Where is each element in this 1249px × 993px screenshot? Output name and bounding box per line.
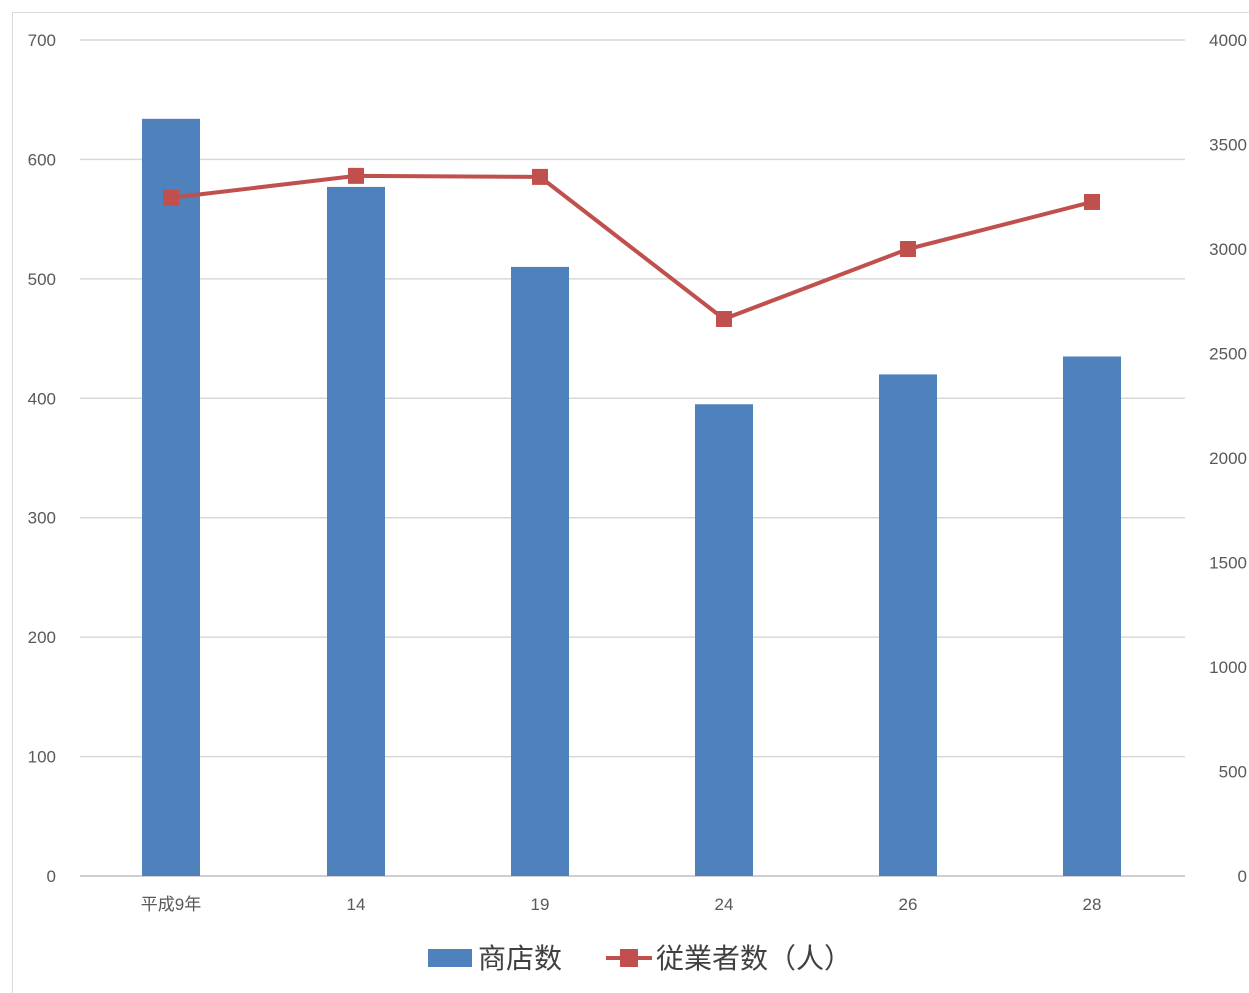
- right-tick-label: 1500: [1209, 554, 1247, 573]
- right-tick-label: 2500: [1209, 345, 1247, 364]
- x-tick-label: 24: [715, 895, 734, 914]
- legend-bar-label: 商店数: [478, 942, 562, 975]
- line-point-marker: [900, 241, 916, 257]
- x-tick-label: 19: [531, 895, 550, 914]
- right-tick-label: 1000: [1209, 658, 1247, 677]
- legend-bar-swatch: [428, 949, 472, 967]
- left-tick-label: 0: [47, 867, 56, 886]
- bar: [142, 118, 200, 876]
- left-tick-label: 400: [28, 389, 56, 408]
- bar: [695, 404, 753, 876]
- left-axis-ticks: 0 100 200 300 400 500 600 700: [28, 31, 56, 886]
- right-tick-label: 2000: [1209, 449, 1247, 468]
- x-tick-label: 28: [1083, 895, 1102, 914]
- line-point-marker: [716, 311, 732, 328]
- bar-series: [142, 118, 1121, 876]
- line-point-marker: [532, 168, 548, 185]
- left-tick-label: 200: [28, 628, 56, 647]
- series-line: [170, 173, 1093, 322]
- x-tick-label: 平成9年: [141, 895, 201, 914]
- right-tick-label: 3000: [1209, 240, 1247, 259]
- right-tick-label: 0: [1238, 867, 1247, 886]
- left-tick-label: 100: [28, 748, 56, 767]
- line-series: [163, 167, 1100, 328]
- legend-line-marker: [620, 949, 638, 967]
- legend: 商店数 従業者数（人）: [428, 942, 852, 975]
- bar: [511, 266, 569, 876]
- x-tick-label: 14: [347, 895, 366, 914]
- right-tick-label: 3500: [1209, 136, 1247, 155]
- bar: [1063, 356, 1121, 876]
- bar: [327, 186, 385, 876]
- right-tick-label: 4000: [1209, 31, 1247, 50]
- left-tick-label: 700: [28, 31, 56, 50]
- x-tick-label: 26: [899, 895, 918, 914]
- x-axis-ticks: 平成9年 14 19 24 26 28: [141, 895, 1102, 914]
- left-tick-label: 600: [28, 150, 56, 169]
- left-tick-label: 300: [28, 509, 56, 528]
- legend-line-label: 従業者数（人）: [656, 942, 852, 975]
- right-tick-label: 500: [1219, 763, 1247, 782]
- left-tick-label: 500: [28, 270, 56, 289]
- line-point-marker: [348, 167, 364, 184]
- chart-frame: [12, 12, 1249, 993]
- gridlines: [80, 39, 1185, 877]
- right-axis-ticks: 0 500 1000 1500 2000 2500 3000 3500 4000: [1209, 31, 1247, 886]
- bar: [879, 374, 937, 876]
- line-point-marker: [1084, 193, 1100, 210]
- line-point-marker: [163, 189, 179, 206]
